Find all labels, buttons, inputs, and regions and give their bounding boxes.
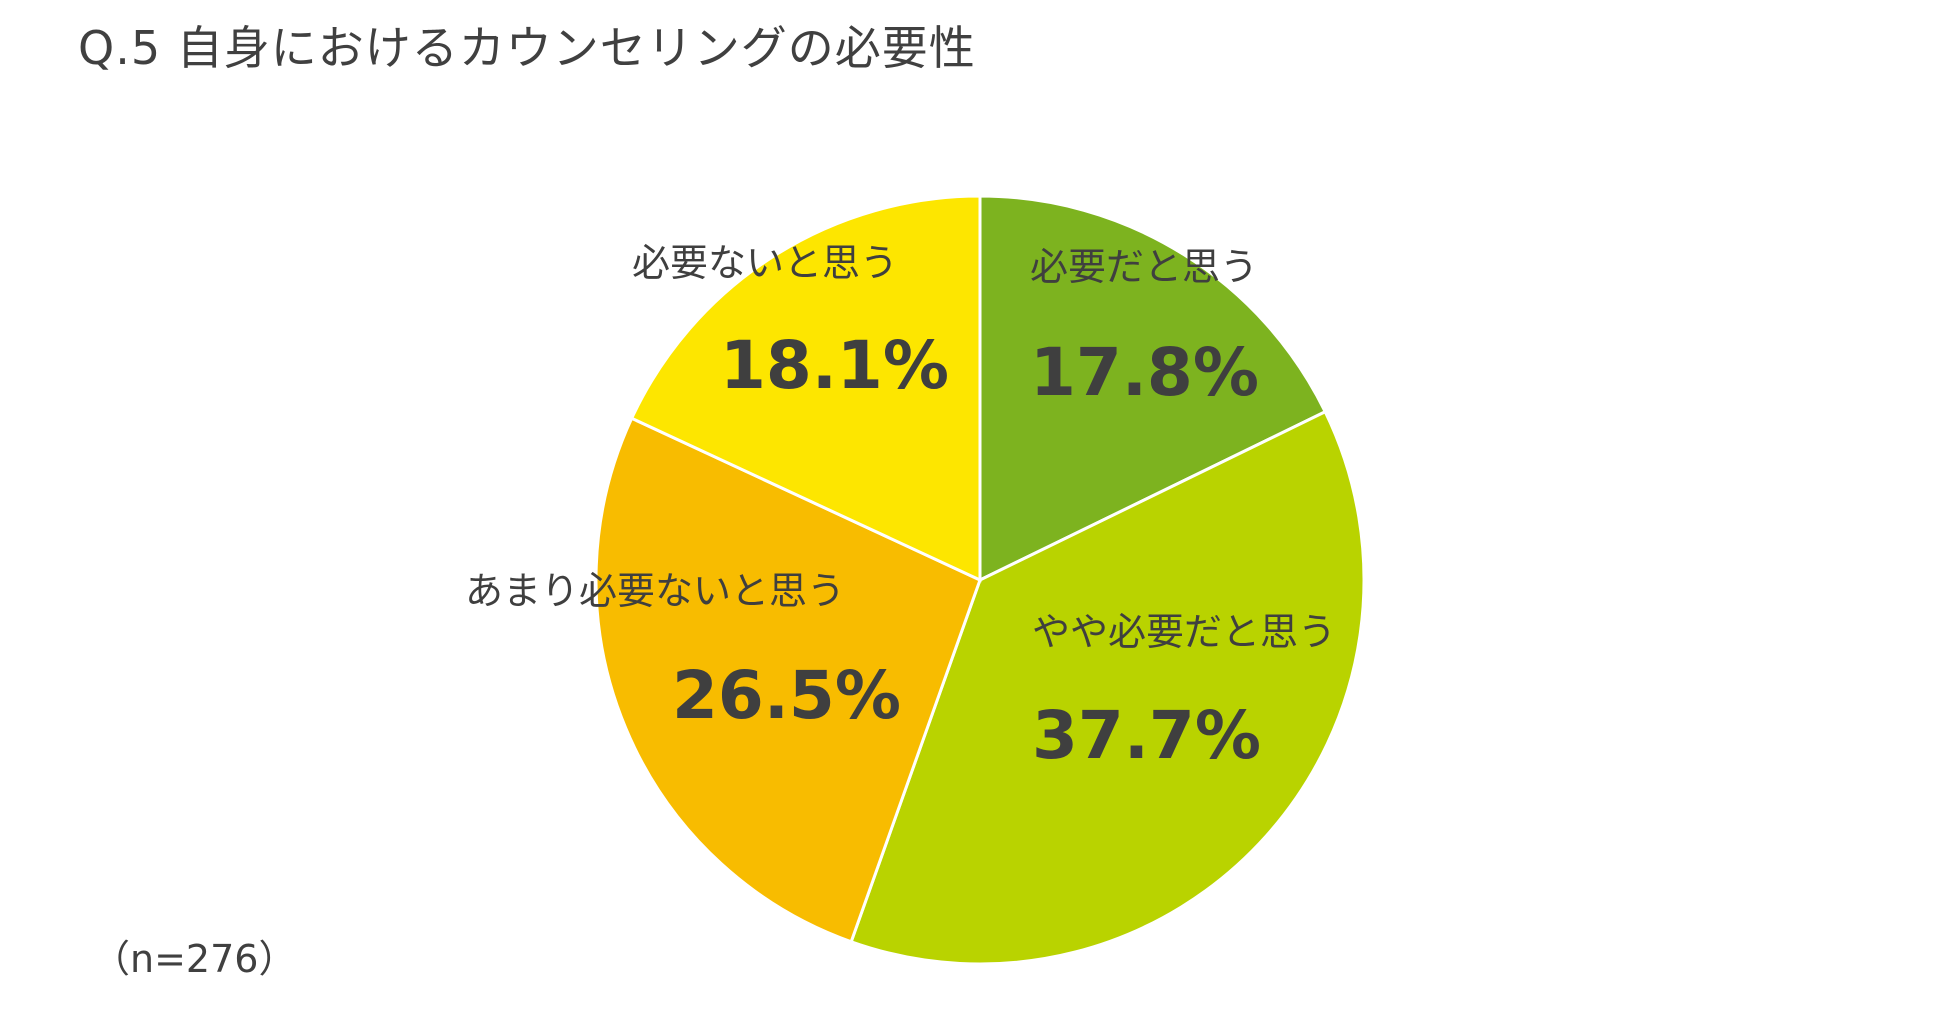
slice-value-yaya-hitsuyou: 37.7% [1032,697,1261,774]
slice-label-amari-hitsuyou-nai: あまり必要ないと思う [465,569,845,613]
pie-slice-2 [594,416,982,944]
slice-label-hitsuyou-nai: 必要ないと思う [632,241,898,285]
slice-label-yaya-hitsuyou: やや必要だと思う [1032,610,1336,654]
slice-label-hitsuyou: 必要だと思う [1030,245,1258,289]
pie-slice-3 [629,194,982,583]
sample-size-note: （n=276） [92,937,297,981]
chart-title: Q.5 自身におけるカウンセリングの必要性 [78,21,976,75]
pie-slices [594,194,1366,966]
pie-slice-1 [849,409,1366,966]
slice-value-hitsuyou-nai: 18.1% [720,327,949,404]
slice-value-amari-hitsuyou-nai: 26.5% [672,657,901,734]
pie-slice-0 [978,194,1328,583]
slice-value-hitsuyou: 17.8% [1030,334,1259,411]
